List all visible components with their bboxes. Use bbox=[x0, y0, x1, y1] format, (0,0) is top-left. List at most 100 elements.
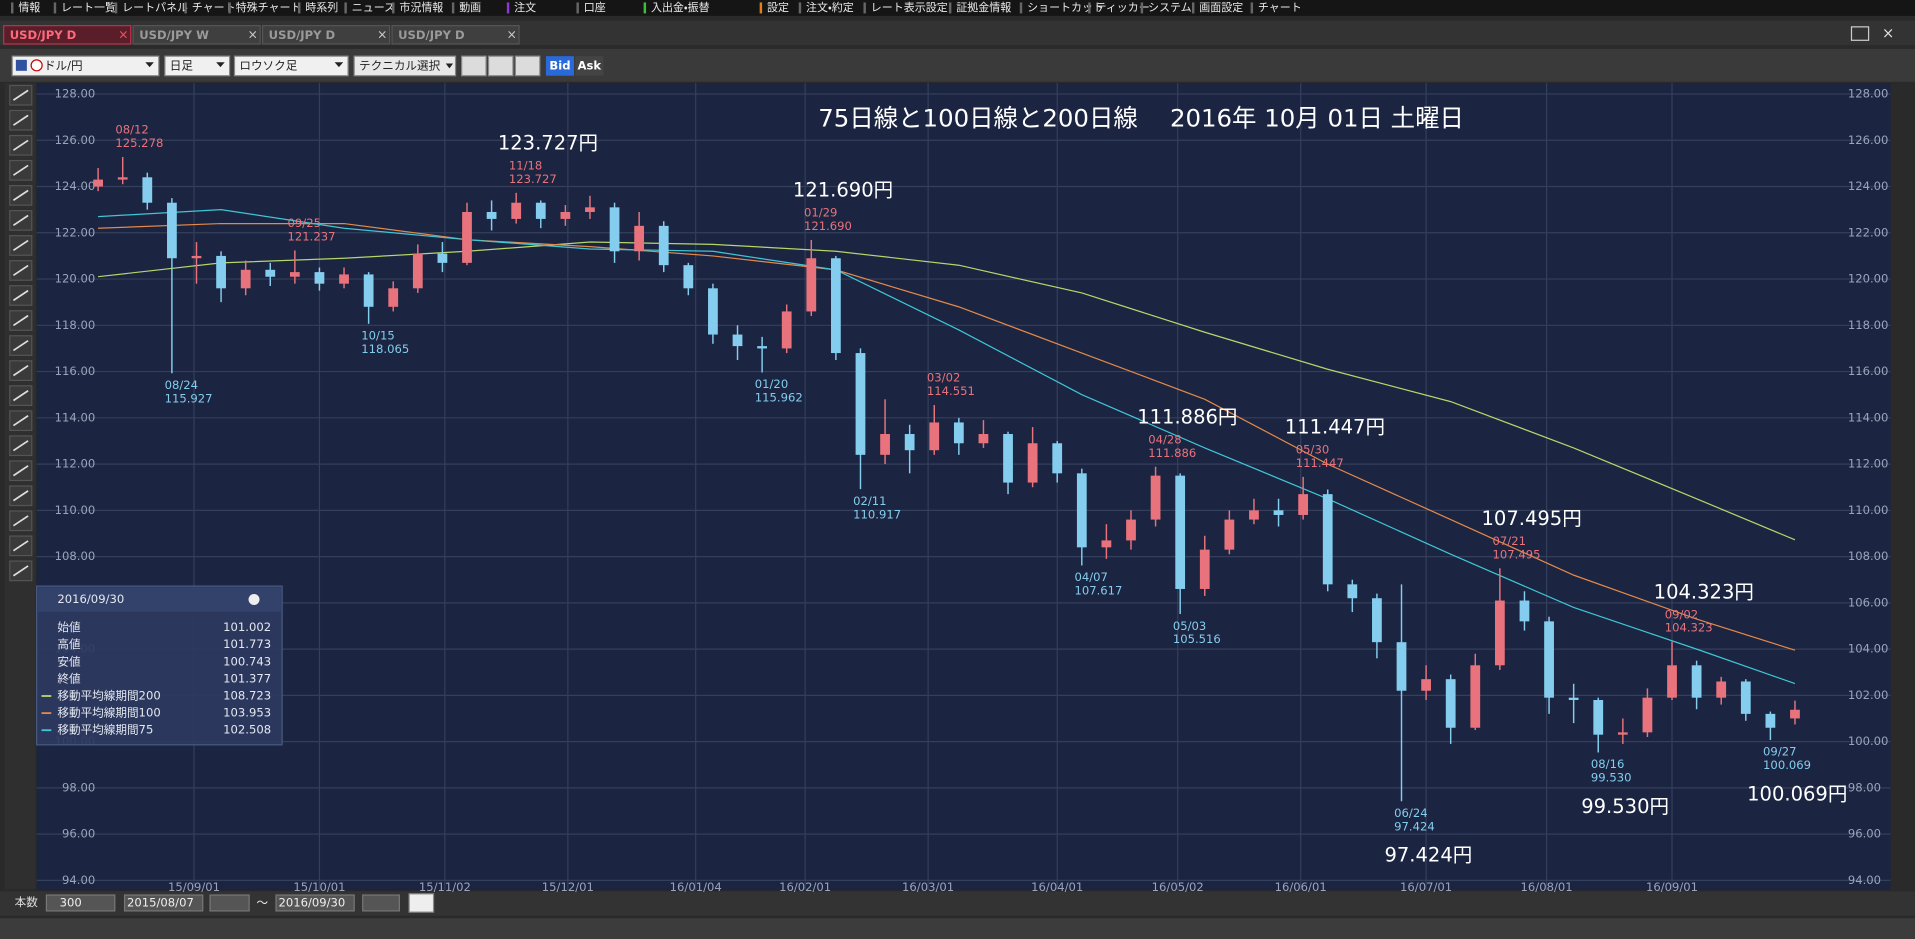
x-tick-label: 16/06/01 bbox=[1275, 880, 1327, 894]
tab[interactable] bbox=[132, 25, 261, 45]
x-tick-label: 16/07/01 bbox=[1400, 880, 1452, 894]
dropdown[interactable] bbox=[233, 55, 349, 77]
date-box[interactable] bbox=[275, 894, 355, 912]
icon-button[interactable] bbox=[461, 55, 487, 77]
menu-item[interactable]: チャート bbox=[192, 1, 236, 14]
tab-close[interactable]: × bbox=[118, 27, 128, 41]
menu-item[interactable]: 情報 bbox=[18, 1, 40, 14]
menu-item[interactable]: 動画 bbox=[459, 0, 481, 14]
menu-item[interactable]: レートパネル bbox=[122, 1, 188, 14]
candle-body bbox=[191, 255, 202, 259]
menu-item[interactable]: 入出金・振替 bbox=[651, 0, 710, 14]
annotation-value: 121.690 bbox=[804, 219, 852, 233]
date-box[interactable] bbox=[123, 894, 204, 912]
candle-body bbox=[1396, 642, 1407, 691]
dropdown[interactable] bbox=[11, 55, 160, 77]
time-box[interactable] bbox=[209, 894, 250, 912]
y-tick-label-right: 102.00 bbox=[1848, 688, 1889, 702]
info-button[interactable] bbox=[248, 594, 260, 606]
tab-close[interactable]: × bbox=[507, 27, 517, 41]
y-tick-label-right: 124.00 bbox=[1848, 179, 1889, 193]
menu-item[interactable]: ショートカット bbox=[1027, 1, 1104, 14]
menu-item[interactable]: 画面設定 bbox=[1199, 1, 1243, 14]
y-tick-label: 126.00 bbox=[55, 133, 96, 147]
menu-item[interactable]: 注文・約定 bbox=[806, 0, 854, 14]
tool-glyph bbox=[12, 390, 29, 402]
menu-item[interactable]: 注文 bbox=[514, 0, 536, 14]
annotation-big: 99.530円 bbox=[1581, 795, 1669, 818]
apply-button[interactable] bbox=[408, 893, 435, 913]
candle-body bbox=[437, 253, 448, 263]
dropdown-label[interactable]: 日足 bbox=[170, 58, 194, 72]
dropdown-label[interactable]: ロウソク足 bbox=[239, 58, 297, 72]
annotation-value: 121.237 bbox=[288, 230, 336, 244]
x-tick-label: 15/09/01 bbox=[168, 880, 220, 894]
button-label[interactable]: Ask bbox=[577, 58, 601, 72]
button[interactable] bbox=[353, 55, 457, 77]
candle-body bbox=[1298, 494, 1309, 515]
candle-body bbox=[806, 258, 817, 312]
date-to[interactable]: 2016/09/30 bbox=[278, 895, 345, 909]
window-restore[interactable] bbox=[1850, 26, 1870, 41]
window-close[interactable]: × bbox=[1882, 25, 1894, 42]
count-value[interactable]: 300 bbox=[60, 895, 82, 909]
menu-item[interactable]: 特殊チャート bbox=[236, 0, 302, 14]
tab-label[interactable]: USD/JPY D bbox=[398, 28, 465, 42]
dropdown-label[interactable]: ドル/円 bbox=[44, 58, 83, 72]
tab[interactable] bbox=[391, 25, 520, 45]
tool-glyph bbox=[12, 565, 29, 577]
x-tick-label: 15/12/01 bbox=[542, 880, 594, 894]
date-from[interactable]: 2015/08/07 bbox=[127, 895, 194, 909]
menu-item[interactable]: 証拠金情報 bbox=[956, 1, 1011, 14]
menu-item[interactable]: ティッカー bbox=[1096, 1, 1150, 14]
candle-body bbox=[1519, 600, 1530, 622]
x-tick-label: 16/09/01 bbox=[1646, 880, 1698, 894]
button[interactable] bbox=[545, 56, 575, 76]
button-label[interactable]: Bid bbox=[549, 58, 570, 72]
annotation-date: 07/21 bbox=[1493, 534, 1526, 548]
annotation-value: 100.069 bbox=[1763, 758, 1811, 772]
menu-item[interactable]: 市況情報 bbox=[399, 0, 443, 14]
candle-body bbox=[412, 253, 423, 289]
menu-item[interactable]: 時系列 bbox=[305, 1, 338, 14]
y-tick-label: 124.00 bbox=[55, 179, 96, 193]
info-panel bbox=[36, 585, 283, 746]
dropdown[interactable] bbox=[164, 55, 231, 77]
x-tick-label: 16/04/01 bbox=[1031, 880, 1083, 894]
menu-item[interactable]: 設定 bbox=[767, 1, 789, 14]
menu-item[interactable]: レート一覧 bbox=[61, 1, 116, 14]
annotation-date: 08/24 bbox=[165, 378, 198, 392]
tab-close[interactable]: × bbox=[377, 27, 387, 41]
menu-separator bbox=[948, 2, 952, 14]
info-header bbox=[37, 587, 281, 612]
annotation-date: 02/11 bbox=[853, 494, 886, 508]
menu-item[interactable]: レート表示設定 bbox=[871, 1, 948, 14]
menu-item[interactable]: システム bbox=[1148, 1, 1192, 14]
button-label[interactable]: テクニカル選択 bbox=[359, 58, 441, 72]
candle-body bbox=[1224, 519, 1235, 550]
x-tick-label: 16/03/01 bbox=[902, 880, 954, 894]
menu-item[interactable]: チャート bbox=[1258, 1, 1302, 14]
icon-button[interactable] bbox=[514, 55, 541, 77]
tool-glyph bbox=[12, 314, 29, 327]
y-tick-label: 116.00 bbox=[55, 364, 96, 378]
tab[interactable] bbox=[261, 25, 391, 45]
candle-body bbox=[1249, 510, 1259, 520]
candle-body bbox=[1667, 665, 1677, 698]
info-value: 103.953 bbox=[223, 706, 271, 720]
menu-item[interactable]: 口座 bbox=[584, 1, 606, 14]
annotation-date: 08/12 bbox=[115, 123, 148, 137]
tab-label[interactable]: USD/JPY W bbox=[139, 28, 209, 42]
icon-button[interactable] bbox=[487, 55, 514, 77]
tab-label[interactable]: USD/JPY D bbox=[269, 28, 336, 42]
count-box[interactable] bbox=[45, 894, 116, 912]
candle-body bbox=[1642, 697, 1653, 733]
tab[interactable] bbox=[3, 25, 132, 45]
time-box[interactable] bbox=[362, 894, 400, 912]
tab-close[interactable]: × bbox=[248, 27, 258, 41]
tab-label[interactable]: USD/JPY D bbox=[10, 28, 77, 42]
menu-item[interactable]: ニュース bbox=[352, 1, 395, 14]
button[interactable] bbox=[575, 56, 604, 76]
